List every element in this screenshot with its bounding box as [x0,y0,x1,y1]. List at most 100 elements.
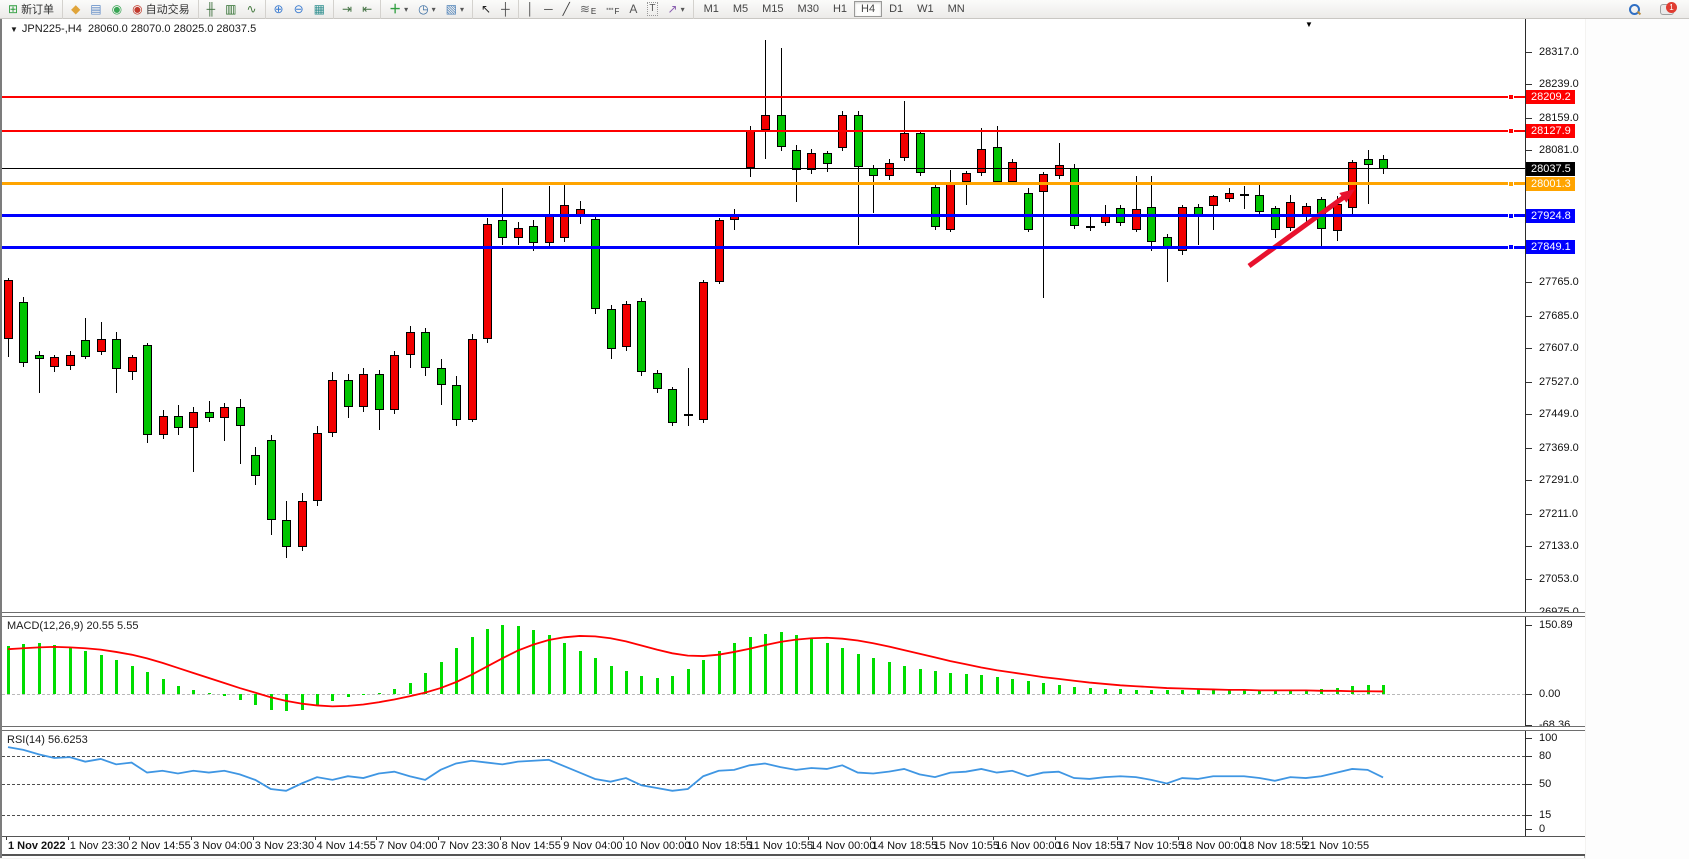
fibonacci-tool-button[interactable]: ┅ F [601,1,624,18]
macd-histogram-bar [501,625,505,694]
candle-bullish [467,338,477,420]
macd-histogram-bar [377,692,381,694]
auto-trading-button[interactable]: ◉ 自动交易 [127,1,194,18]
candle-bullish [714,220,724,282]
template-icon: ▧ [445,2,457,16]
line-handle[interactable] [1508,180,1514,187]
timeframe-button-H4[interactable]: H4 [854,1,883,17]
periods-button[interactable]: ◷ ▾ [413,1,441,18]
axis-tick [1526,783,1532,785]
vertical-line-tool-button[interactable]: │ [522,1,540,18]
time-axis[interactable]: 1 Nov 2022 1 Nov 23:30 2 Nov 14:55 3 Nov 04… [2,837,1585,856]
crosshair-icon: ┼ [501,2,510,16]
trend-arrow-annotation[interactable] [2,19,1525,612]
text-label-tool-button[interactable]: T [642,1,662,18]
timeframe-button-MN[interactable]: MN [947,3,965,15]
macd-histogram-bar [1042,683,1046,694]
market-watch-button[interactable]: ◆ [66,1,85,18]
line-handle[interactable] [1508,212,1514,219]
candle-wick [1135,175,1137,233]
candle-wick [193,407,195,473]
time-axis-label: 2 Nov 14:55 [131,840,191,852]
candle-bearish [637,301,647,372]
horizontal-line-28209.2[interactable] [2,95,1525,98]
crosshair-tool-button[interactable]: ┼ [496,1,515,18]
horizontal-line-28037.5[interactable] [2,168,1525,170]
timeframe-button-W1[interactable]: W1 [917,3,934,15]
horizontal-line-27924.8[interactable] [2,214,1525,218]
horizontal-line-tool-button[interactable]: ─ [539,1,558,18]
candle-bearish [81,339,91,358]
macd-histogram-bar [1304,689,1308,694]
timeframe-button-M5[interactable]: M5 [732,3,749,15]
time-tick [191,837,193,840]
timeframe-button-M15[interactable]: M15 [762,3,784,15]
trendline-tool-button[interactable]: ╱ [558,1,575,18]
macd-zero-line [2,694,1525,695]
line-handle[interactable] [1508,244,1514,251]
candle-wick [687,367,689,427]
pane-splitter[interactable] [2,612,1585,617]
chart-shift-marker[interactable]: ▼ [1305,20,1313,29]
notification-badge: 1 [1666,1,1677,13]
candle-wick [765,40,767,160]
timeframe-button-D1[interactable]: D1 [889,3,904,15]
text-tool-button[interactable]: A [624,1,642,18]
candle-bearish [791,149,801,170]
price-axis[interactable]: 28317.0 28239.0 28159.0 28081.0 27765.0 27685… [1525,19,1585,836]
macd-histogram-bar [594,658,598,694]
macd-histogram-bar [1227,689,1231,694]
macd-histogram-bar [285,694,289,712]
timeframe-button-H1[interactable]: H1 [832,3,848,15]
new-order-label: 新订单 [21,4,55,16]
candlestick-chart-type-button[interactable]: ▥ [220,1,241,18]
macd-histogram-bar [1011,679,1015,694]
bar-chart-type-button[interactable]: ╫ [202,1,221,18]
search-button[interactable] [1624,1,1645,18]
time-tick [129,837,131,840]
time-tick [561,837,563,840]
macd-histogram-bar [887,661,891,694]
candle-bullish [884,163,894,176]
candle-bearish [652,372,662,389]
line-handle[interactable] [1508,127,1514,134]
time-tick [376,837,378,840]
terminal-button[interactable]: ◉ [107,1,127,18]
arrows-icon: ↗ [667,2,678,16]
axis-tick [1526,829,1532,830]
zoom-in-button[interactable]: ⊕ [269,1,289,18]
tile-windows-button[interactable]: ▦ [309,1,330,18]
axis-tick [1526,625,1532,626]
macd-histogram-bar [316,694,319,706]
timeframe-button-M30[interactable]: M30 [797,3,819,15]
macd-histogram-bar [1119,689,1123,694]
chart-symbol-period: JPN225-,H4 [21,23,82,35]
line-chart-type-button[interactable]: ∿ [241,1,261,18]
time-axis-label: 21 Nov 10:55 [1303,840,1370,852]
main-toolbar: ⊞ 新订单 ◆ ▤ ◉ ◉ 自动交易 ╫ ▥ ∿ ⊕ ⊖ ▦ ⇥ ⇤ [0,0,1689,19]
line-chart-icon: ∿ [246,2,257,16]
arrows-tool-button[interactable]: ↗ ▾ [663,1,690,18]
time-tick [1054,837,1056,840]
chart-shift-button[interactable]: ⇤ [357,1,377,18]
axis-tick [1526,815,1532,817]
macd-histogram-bar [1258,690,1262,694]
horizontal-line-27849.1[interactable] [2,245,1525,249]
cursor-tool-button[interactable]: ↖ [476,1,496,18]
signal-icon: ◉ [111,2,123,16]
notifications-button[interactable]: 1 [1655,1,1679,18]
horizontal-line-28127.9[interactable] [2,129,1525,132]
line-handle[interactable] [1508,93,1514,100]
new-order-button[interactable]: ⊞ 新订单 [3,1,59,18]
horizontal-line-28001.3[interactable] [2,182,1525,186]
timeframe-button-M1[interactable]: M1 [703,3,719,15]
add-indicator-button[interactable]: ＋ ▾ [384,1,413,18]
chart-dropdown-icon[interactable]: ▼ [10,25,18,34]
pane-splitter[interactable] [2,726,1585,731]
zoom-out-button[interactable]: ⊖ [289,1,309,18]
macd-histogram-bar [1026,681,1030,694]
data-window-button[interactable]: ▤ [85,1,106,18]
auto-scroll-button[interactable]: ⇥ [337,1,357,18]
templates-button[interactable]: ▧ ▾ [441,1,469,18]
channel-tool-button[interactable]: ≋ E [575,1,601,18]
